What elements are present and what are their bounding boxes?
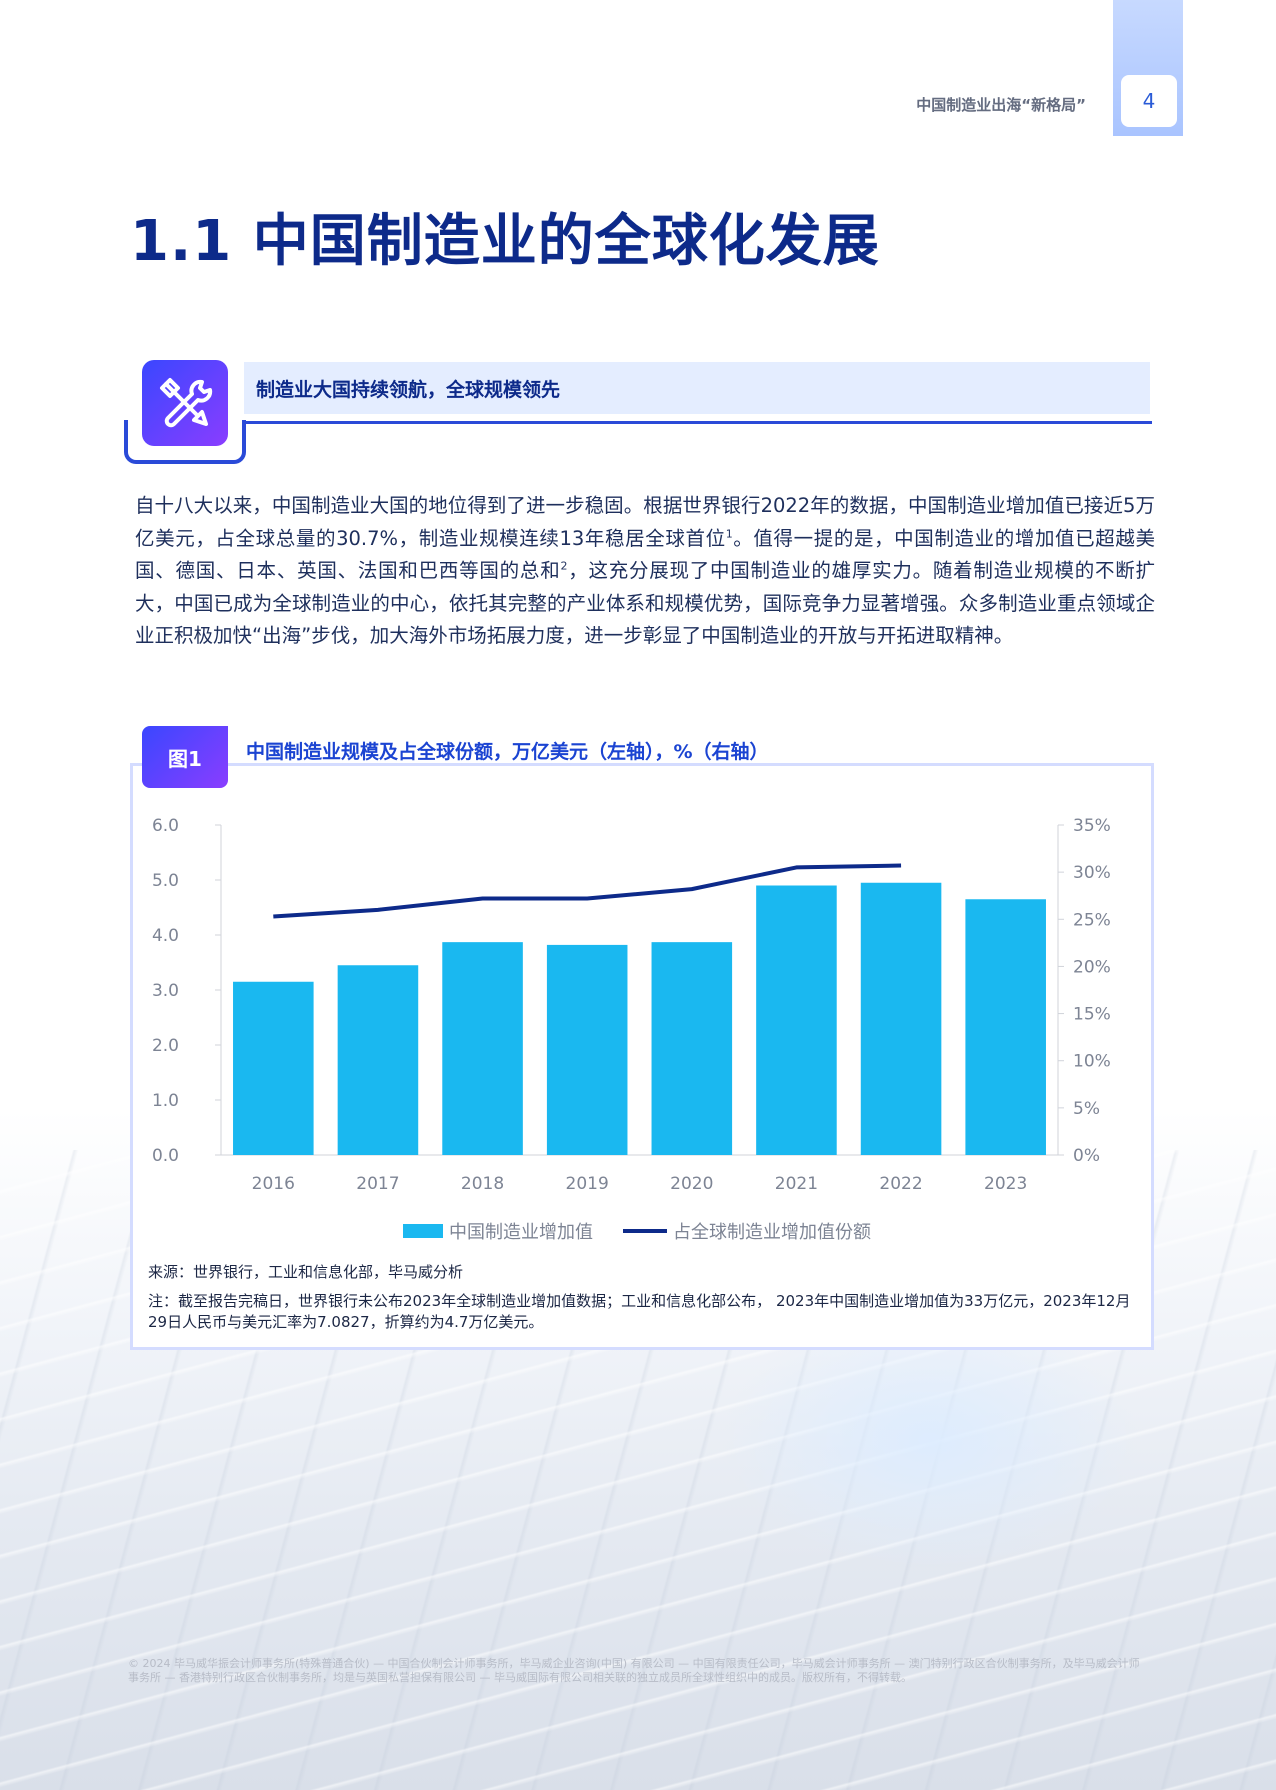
section-divider [244,421,1152,424]
y-right-tick-label: 0% [1073,1146,1100,1166]
tools-icon [142,360,228,446]
y-right-tick-label: 20% [1073,957,1111,977]
y-left-tick-label: 2.0 [152,1036,179,1056]
background-glow [720,1310,1140,1570]
figure-title: 中国制造业规模及占全球份额，万亿美元（左轴），%（右轴） [246,741,769,763]
x-tick-label: 2021 [775,1174,818,1194]
x-tick-label: 2020 [670,1174,713,1194]
bar [546,944,628,1155]
legend-bar-swatch [403,1224,443,1238]
bar [233,981,314,1155]
body-paragraph: 自十八大以来，中国制造业大国的地位得到了进一步稳固。根据世界银行2022年的数据… [135,494,1155,647]
y-left-tick-label: 4.0 [152,926,179,946]
x-tick-label: 2019 [566,1174,609,1194]
bar [965,899,1046,1155]
bar [337,965,419,1155]
footnote-ref-2[interactable]: 2 [560,559,568,573]
y-left-tick-label: 5.0 [152,871,179,891]
figure-source: 来源：世界银行，工业和信息化部，毕马威分析 [148,1263,464,1281]
legend-label-line: 占全球制造业增加值份额 [673,1222,871,1243]
bar [651,942,733,1155]
y-right-tick-label: 10% [1073,1052,1111,1072]
bar [756,885,837,1155]
series-line [273,863,902,919]
y-right-tick-label: 5% [1073,1099,1100,1119]
footnote-ref-1[interactable]: 1 [725,527,733,540]
figure-badge: 图1 [142,726,228,788]
footer-copyright: © 2024 毕马威华振会计师事务所(特殊普通合伙) — 中国合伙制会计师事务所… [128,1657,1140,1684]
bar [442,942,523,1155]
y-left-tick-label: 6.0 [152,816,179,836]
bar [860,882,942,1155]
section-heading: 制造业大国持续领航，全球规模领先 [244,362,1150,414]
x-tick-label: 2023 [984,1174,1027,1194]
y-left-tick-label: 3.0 [152,981,179,1001]
running-title: 中国制造业出海“新格局” [916,96,1086,114]
x-tick-label: 2017 [356,1174,399,1194]
bar-line-chart: 0.0 1.0 2.0 3.0 4.0 5.0 6.0 0% 5% 10% 15% 20% 25% 30%… [152,816,1111,1194]
section-bracket [124,420,246,464]
x-tick-label: 2022 [879,1174,922,1194]
page-number: 4 [1121,75,1177,127]
y-right-tick-label: 35% [1073,816,1111,836]
y-right-tick-label: 15% [1073,1005,1111,1025]
legend-label-bar: 中国制造业增加值 [449,1222,593,1243]
y-left-tick-label: 1.0 [152,1091,179,1111]
x-tick-label: 2016 [252,1174,295,1194]
chart-legend: 中国制造业增加值 占全球制造业增加值份额 [403,1218,871,1244]
x-tick-label: 2018 [461,1174,504,1194]
figure-note: 注：截至报告完稿日，世界银行未公布2023年全球制造业增加值数据；工业和信息化部… [148,1292,1131,1331]
page-title: 1.1 中国制造业的全球化发展 [130,209,880,274]
figure-frame: 0.0 1.0 2.0 3.0 4.0 5.0 6.0 0% 5% 10% 15% 20% 25% 30%… [130,763,1154,1350]
y-right-tick-label: 30% [1073,863,1111,883]
legend-line-swatch [623,1229,667,1233]
y-right-tick-label: 25% [1073,910,1111,930]
y-left-tick-label: 0.0 [152,1146,179,1166]
